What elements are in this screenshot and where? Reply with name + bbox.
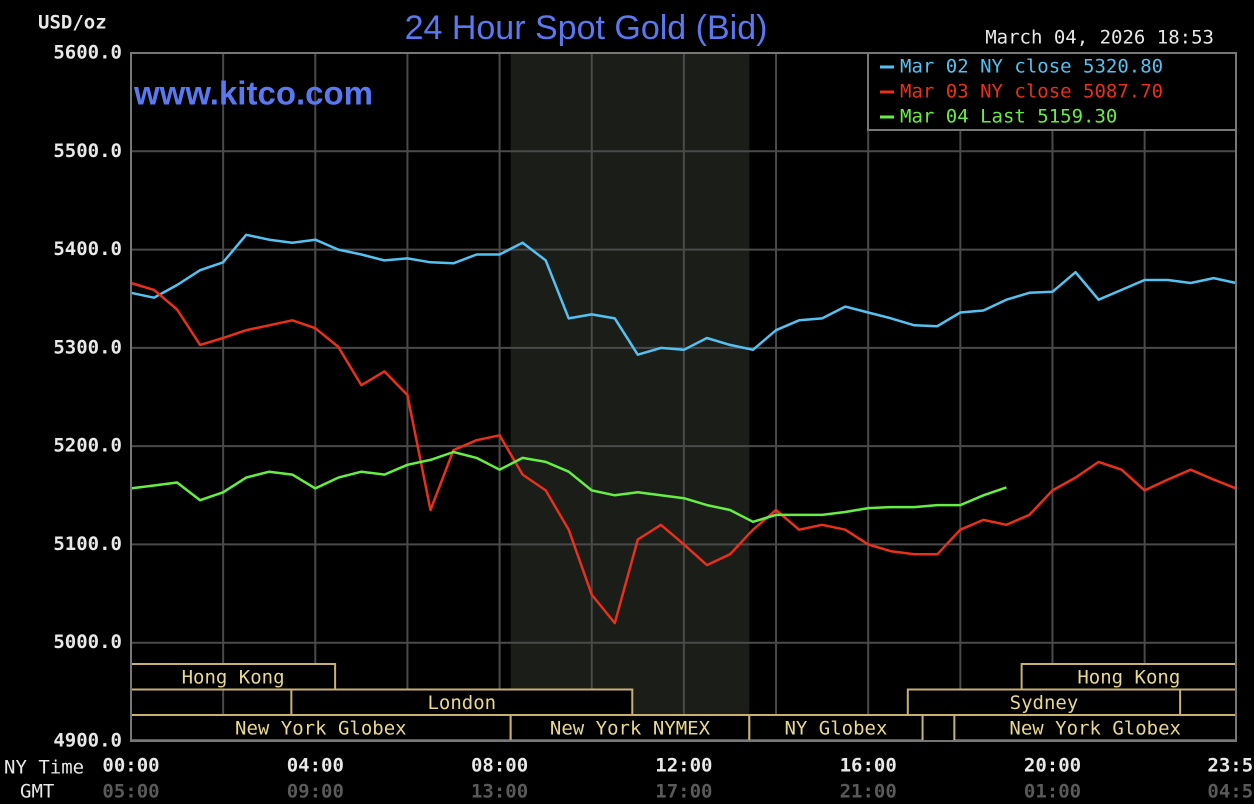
chart-title: 24 Hour Spot Gold (Bid) bbox=[405, 9, 768, 47]
x-axis-label: NY Time bbox=[4, 757, 84, 779]
gmt-tick-label: 21:00 bbox=[840, 781, 897, 803]
legend-box bbox=[867, 52, 1237, 131]
x2-axis-label: GMT bbox=[20, 781, 54, 803]
x-tick-label: 00:00 bbox=[102, 755, 159, 777]
y-tick-label: 5000.0 bbox=[53, 631, 122, 653]
session-label: New York NYMEX bbox=[550, 717, 711, 739]
x-tick-label: 12:00 bbox=[655, 755, 712, 777]
x-tick-label: 04:00 bbox=[287, 755, 344, 777]
gmt-tick-label: 13:00 bbox=[471, 781, 528, 803]
legend-label: Mar 02 NY close 5320.80 bbox=[900, 56, 1163, 78]
gmt-tick-label: 01:00 bbox=[1024, 781, 1081, 803]
plot-background bbox=[510, 53, 750, 741]
session-bar bbox=[1020, 663, 1237, 691]
legend-label: Mar 03 NY close 5087.70 bbox=[900, 81, 1163, 103]
session-bar bbox=[748, 714, 924, 742]
session-label: New York Globex bbox=[235, 717, 407, 739]
series-line bbox=[130, 450, 1007, 524]
session-label: Sydney bbox=[1010, 692, 1079, 714]
y-tick-label: 5400.0 bbox=[53, 238, 122, 260]
session-label: Hong Kong bbox=[1077, 666, 1180, 688]
session-label: New York Globex bbox=[1009, 717, 1181, 739]
series-lines bbox=[130, 233, 1237, 625]
session-label: Hong Kong bbox=[182, 666, 285, 688]
series-line bbox=[130, 281, 1237, 625]
gmt-tick-label: 04:59 bbox=[1207, 781, 1254, 803]
legend: Mar 02 NY close 5320.80 Mar 03 NY close 5… bbox=[867, 52, 1237, 131]
x-tick-label: 23:59 bbox=[1207, 755, 1254, 777]
axes: 4900.0 5000.0 5100.0 5200.0 5300.0 5400.0 5500… bbox=[53, 42, 1254, 803]
session-bar bbox=[290, 688, 634, 716]
sessions: Hong Kong Hong Kong London Sydney New York G… bbox=[130, 663, 1237, 742]
session-label: London bbox=[427, 692, 496, 714]
session-bar bbox=[906, 688, 1182, 716]
y-tick-label: 5500.0 bbox=[53, 140, 122, 162]
plot-frame bbox=[130, 52, 1237, 742]
watermark: www.kitco.com bbox=[133, 75, 373, 112]
x-tick-label: 16:00 bbox=[840, 755, 897, 777]
shaded-session bbox=[510, 53, 750, 741]
y-tick-label: 4900.0 bbox=[53, 730, 122, 752]
timestamp: March 04, 2026 18:53 bbox=[985, 27, 1214, 49]
session-bar bbox=[130, 663, 337, 691]
series-line bbox=[130, 233, 1237, 356]
legend-label: Mar 04 Last 5159.30 bbox=[900, 106, 1117, 128]
y-tick-label: 5200.0 bbox=[53, 435, 122, 457]
gmt-tick-label: 17:00 bbox=[655, 781, 712, 803]
y-tick-label: 5300.0 bbox=[53, 336, 122, 358]
gmt-tick-label: 05:00 bbox=[102, 781, 159, 803]
y-axis-label: USD/oz bbox=[38, 12, 107, 34]
y-tick-label: 5600.0 bbox=[53, 42, 122, 64]
y-tick-label: 5100.0 bbox=[53, 533, 122, 555]
gmt-tick-label: 09:00 bbox=[287, 781, 344, 803]
x-tick-label: 20:00 bbox=[1024, 755, 1081, 777]
session-label: NY Globex bbox=[784, 717, 887, 739]
x-tick-label: 08:00 bbox=[471, 755, 528, 777]
